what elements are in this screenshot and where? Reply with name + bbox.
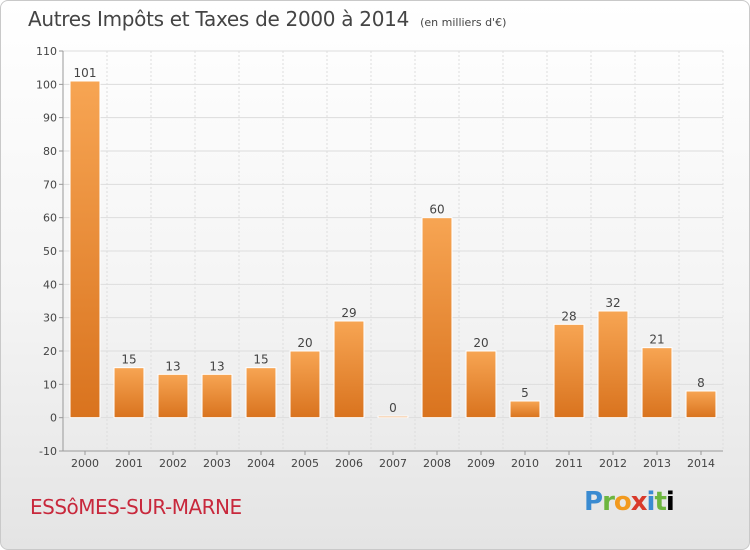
- x-tick-label: 2011: [555, 457, 583, 470]
- logo-letter: i: [646, 487, 656, 517]
- data-label: 15: [253, 353, 268, 367]
- y-tick-label: 30: [43, 312, 57, 325]
- data-label: 20: [473, 336, 488, 350]
- bar: [333, 320, 365, 419]
- logo-letter: P: [584, 487, 603, 517]
- x-tick-label: 2006: [335, 457, 363, 470]
- bar: [509, 400, 541, 419]
- x-tick-label: 2012: [599, 457, 627, 470]
- logo-letter: x: [630, 487, 648, 517]
- bar: [421, 217, 453, 419]
- logo-letter: t: [654, 487, 666, 517]
- x-tick-label: 2003: [203, 457, 231, 470]
- bar: [377, 415, 409, 419]
- bar: [553, 323, 585, 419]
- x-tick-label: 2014: [687, 457, 715, 470]
- bar: [685, 390, 717, 419]
- data-label: 32: [605, 296, 620, 310]
- y-tick-label: 110: [36, 45, 57, 58]
- y-tick-label: 90: [43, 112, 57, 125]
- data-label: 21: [649, 333, 664, 347]
- y-tick-label: 10: [43, 378, 57, 391]
- chart-unit: (en milliers d'€): [420, 16, 507, 29]
- commune-name: ESSôMES-SUR-MARNE: [30, 495, 242, 519]
- bar: [245, 367, 277, 419]
- y-tick-label: 20: [43, 345, 57, 358]
- data-label: 29: [341, 306, 356, 320]
- data-label: 13: [209, 359, 224, 373]
- logo-letter: r: [602, 487, 615, 517]
- x-tick-label: 2001: [115, 457, 143, 470]
- data-label: 20: [297, 336, 312, 350]
- x-tick-label: 2004: [247, 457, 275, 470]
- bar: [641, 347, 673, 419]
- bar: [69, 80, 101, 419]
- data-label: 60: [429, 203, 444, 217]
- x-tick-label: 2002: [159, 457, 187, 470]
- y-tick-label: 0: [50, 412, 57, 425]
- chart-title: Autres Impôts et Taxes de 2000 à 2014: [28, 7, 409, 31]
- y-tick-label: 60: [43, 212, 57, 225]
- data-label: 13: [165, 359, 180, 373]
- bars: 101 15 13 13 15 20 29 0 60 20 5 28 32 21 8: [69, 66, 717, 419]
- bar: [201, 373, 233, 419]
- x-tick-label: 2007: [379, 457, 407, 470]
- bar: [113, 367, 145, 419]
- x-tick-label: 2008: [423, 457, 451, 470]
- x-tick-label: 2000: [71, 457, 99, 470]
- y-tick-label: 50: [43, 245, 57, 258]
- x-tick-label: 2013: [643, 457, 671, 470]
- data-label: 15: [121, 353, 136, 367]
- y-tick-label: 40: [43, 278, 57, 291]
- bar: [289, 350, 321, 419]
- y-tick-label: 100: [36, 78, 57, 91]
- y-tick-label: -10: [39, 445, 57, 458]
- y-tick-label: 70: [43, 178, 57, 191]
- data-label: 5: [521, 386, 529, 400]
- proxiti-logo: Proxiti: [584, 487, 675, 517]
- x-tick-label: 2009: [467, 457, 495, 470]
- data-label: 101: [74, 66, 97, 80]
- y-tick-label: 80: [43, 145, 57, 158]
- chart-title-block: Autres Impôts et Taxes de 2000 à 2014 (e…: [28, 7, 506, 31]
- logo-letter: o: [613, 487, 632, 517]
- data-label: 8: [697, 376, 705, 390]
- bar: [157, 373, 189, 419]
- bar: [465, 350, 497, 419]
- data-label: 0: [389, 401, 397, 415]
- bar: [597, 310, 629, 419]
- logo-letter: i: [665, 487, 675, 517]
- bar-chart: 101 15 13 13 15 20 29 0 60 20 5 28 32 21 8 -10 0 10 20 30 4…: [36, 45, 724, 470]
- x-tick-label: 2005: [291, 457, 319, 470]
- data-label: 28: [561, 309, 576, 323]
- x-tick-label: 2010: [511, 457, 539, 470]
